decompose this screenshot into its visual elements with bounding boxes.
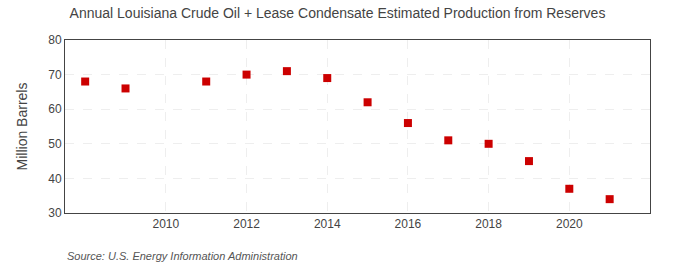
svg-text:60: 60 [48,102,62,116]
svg-text:70: 70 [48,68,62,82]
svg-text:80: 80 [48,33,62,47]
svg-text:40: 40 [48,172,62,186]
svg-text:2010: 2010 [153,217,180,231]
svg-text:Million Barrels: Million Barrels [14,83,30,171]
svg-text:Source: U.S. Energy Informatio: Source: U.S. Energy Information Administ… [67,250,298,262]
svg-text:2016: 2016 [395,217,422,231]
svg-text:Annual Louisiana Crude Oil + L: Annual Louisiana Crude Oil + Lease Conde… [70,5,606,21]
svg-text:2012: 2012 [233,217,260,231]
svg-text:2020: 2020 [556,217,583,231]
svg-text:2014: 2014 [314,217,341,231]
svg-text:30: 30 [48,206,62,220]
svg-text:50: 50 [48,137,62,151]
svg-text:2018: 2018 [475,217,502,231]
